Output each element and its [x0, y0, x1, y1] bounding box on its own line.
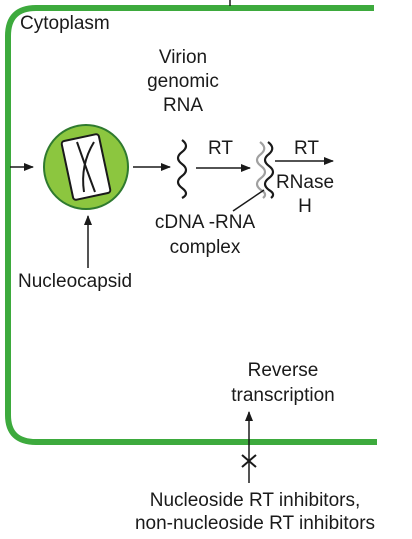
cell-membrane	[5, 5, 377, 445]
cdna-label-line-1: cDNA -RNA	[154, 212, 256, 233]
inhibitors-label-line-2: non-nucleoside RT inhibitors	[134, 513, 376, 534]
reverse-transcription-label: Reverse transcription	[208, 358, 358, 408]
nucleocapsid-label: Nucleocapsid	[18, 271, 133, 292]
inhibitors-label: Nucleoside RT inhibitors, non-nucleoside…	[100, 489, 410, 535]
virion-label-line-3: RNA	[162, 95, 204, 116]
nucleocapsid-icon	[43, 124, 129, 210]
rna-strand-icon	[263, 141, 275, 199]
reverse-label-line-2: transcription	[231, 385, 335, 406]
virion-label-line-1: Virion	[158, 47, 208, 68]
cytoplasm-label: Cytoplasm	[20, 13, 110, 34]
rnase-label-line-1: RNase	[275, 172, 335, 193]
reverse-label-line-1: Reverse	[247, 360, 319, 381]
rnase-label-line-2: H	[298, 196, 312, 217]
cdna-pointer-line	[232, 189, 265, 212]
rnase-h-label: RNase H	[268, 171, 342, 219]
rt-label-second: RT	[294, 138, 319, 159]
rt-label-first: RT	[208, 138, 233, 159]
cdna-strand-icon	[255, 141, 267, 199]
inhibition-cross-icon	[241, 454, 257, 468]
virion-genomic-rna-label: Virion genomic RNA	[138, 46, 228, 118]
cdna-rna-complex-label: cDNA -RNA complex	[130, 210, 280, 260]
virion-label-line-2: genomic	[147, 71, 219, 92]
virion-rna-strand-icon	[176, 139, 188, 199]
cdna-label-line-2: complex	[169, 237, 241, 258]
inhibitors-label-line-1: Nucleoside RT inhibitors,	[149, 490, 361, 511]
